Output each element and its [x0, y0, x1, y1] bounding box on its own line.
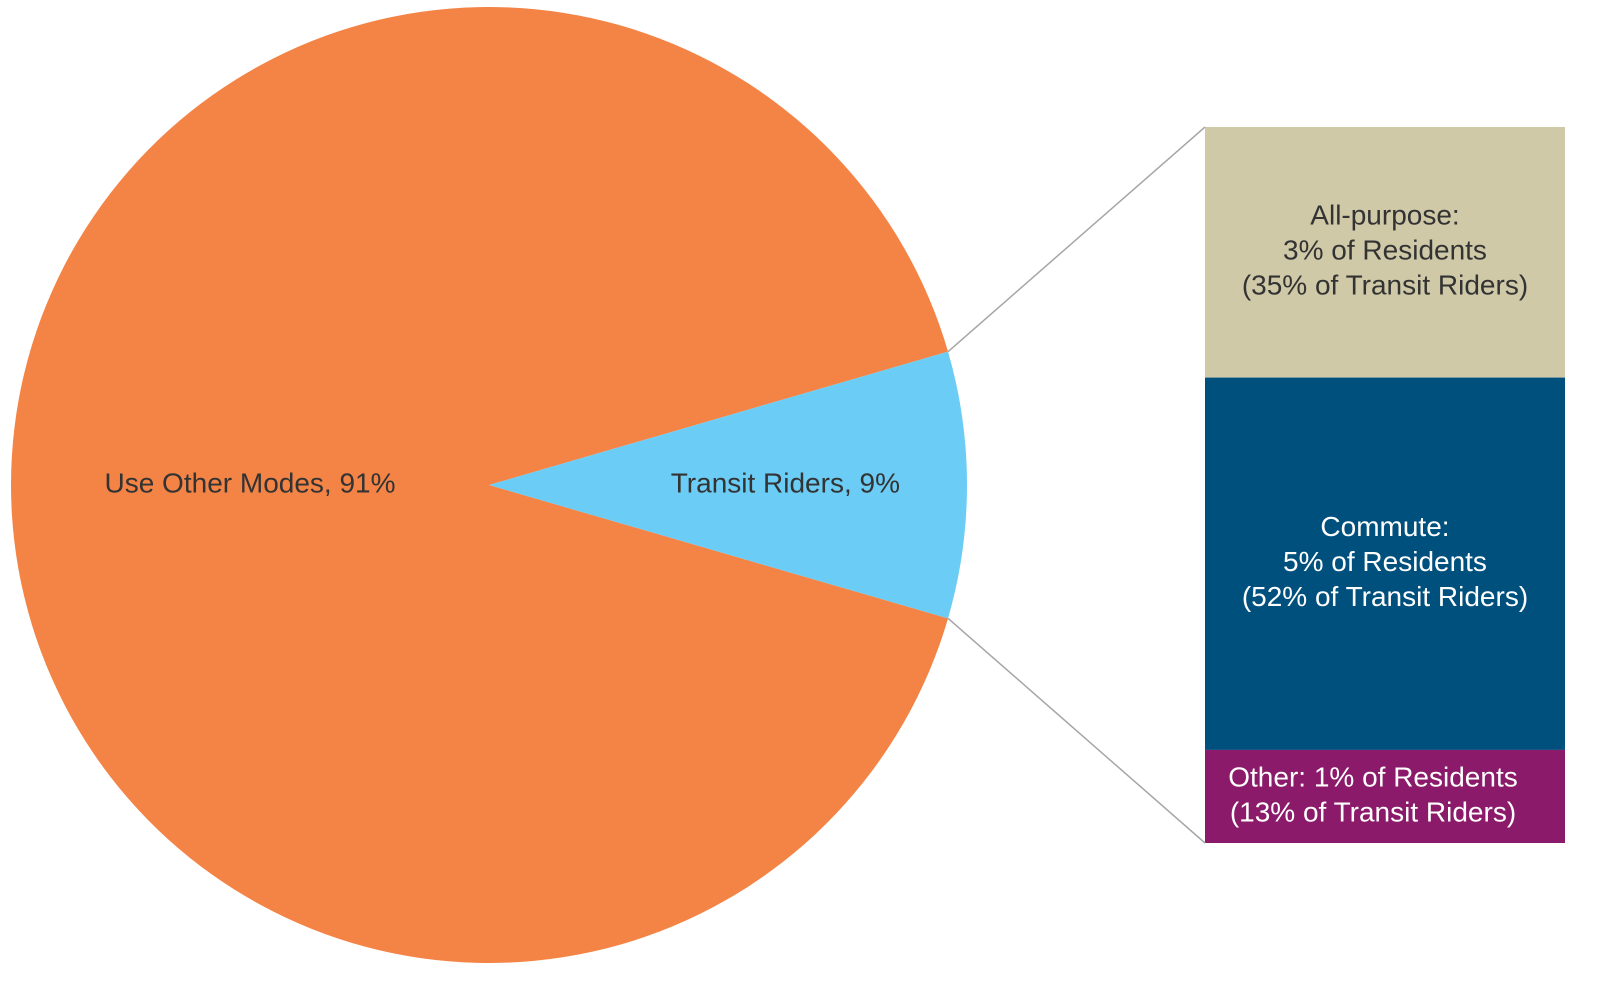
segment-label: (52% of Transit Riders): [1242, 581, 1528, 612]
slice-label: Transit Riders, 9%: [671, 467, 900, 498]
segment-label: All-purpose:: [1310, 200, 1459, 231]
segment-label: Other: 1% of Residents: [1228, 761, 1517, 792]
breakdown-segment: [1205, 377, 1565, 750]
slice-label: Use Other Modes, 91%: [104, 467, 395, 498]
connector-line: [947, 617, 1206, 844]
connector-line: [947, 126, 1206, 353]
segment-label: 3% of Residents: [1283, 235, 1487, 266]
breakdown-segment: [1205, 749, 1565, 843]
breakdown-segment: [1205, 127, 1565, 378]
pie-slice: [489, 351, 967, 619]
segment-label: Commute:: [1320, 511, 1449, 542]
segment-label: 5% of Residents: [1283, 546, 1487, 577]
segment-label: (13% of Transit Riders): [1230, 796, 1516, 827]
pie-slice: [10, 6, 949, 963]
segment-label: (35% of Transit Riders): [1242, 270, 1528, 301]
